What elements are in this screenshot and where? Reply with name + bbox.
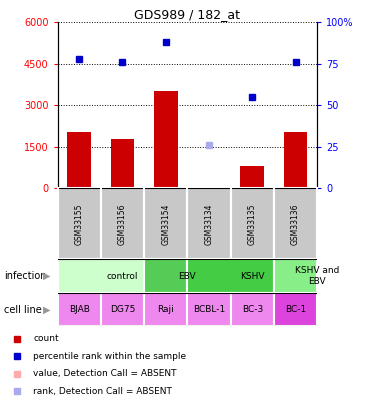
Text: ▶: ▶ — [43, 271, 50, 281]
Text: KSHV: KSHV — [240, 271, 265, 281]
Text: DG75: DG75 — [110, 305, 135, 314]
Text: cell line: cell line — [4, 305, 42, 315]
Bar — [187, 188, 231, 259]
Text: value, Detection Call = ABSENT: value, Detection Call = ABSENT — [33, 369, 177, 378]
Text: rank, Detection Call = ABSENT: rank, Detection Call = ABSENT — [33, 386, 172, 396]
Bar — [101, 293, 144, 326]
Bar — [197, 187, 221, 188]
Text: GSM33135: GSM33135 — [248, 203, 257, 245]
Text: GSM33134: GSM33134 — [204, 203, 213, 245]
Bar — [67, 132, 91, 188]
Bar — [154, 92, 178, 188]
Text: GSM33154: GSM33154 — [161, 203, 170, 245]
Bar — [144, 188, 187, 259]
Bar — [231, 188, 274, 259]
Bar — [274, 293, 317, 326]
Text: BJAB: BJAB — [69, 305, 89, 314]
Bar — [284, 132, 308, 188]
Text: KSHV and
EBV: KSHV and EBV — [295, 266, 339, 286]
Bar — [187, 259, 274, 293]
Text: BCBL-1: BCBL-1 — [193, 305, 225, 314]
Text: GSM33155: GSM33155 — [75, 203, 83, 245]
Bar — [274, 259, 317, 293]
Text: GSM33156: GSM33156 — [118, 203, 127, 245]
Text: ▶: ▶ — [43, 305, 50, 315]
Bar — [274, 188, 317, 259]
Bar — [144, 259, 187, 293]
Bar — [240, 166, 264, 188]
Text: Raji: Raji — [157, 305, 174, 314]
Bar — [58, 293, 101, 326]
Bar — [101, 188, 144, 259]
Bar — [231, 293, 274, 326]
Text: EBV: EBV — [178, 271, 196, 281]
Bar — [187, 293, 231, 326]
Text: BC-3: BC-3 — [242, 305, 263, 314]
Text: percentile rank within the sample: percentile rank within the sample — [33, 352, 187, 360]
Bar — [144, 293, 187, 326]
Text: infection: infection — [4, 271, 46, 281]
Bar — [58, 259, 144, 293]
Bar — [111, 139, 134, 188]
Bar — [58, 188, 101, 259]
Text: GSM33136: GSM33136 — [291, 203, 300, 245]
Text: BC-1: BC-1 — [285, 305, 306, 314]
Text: count: count — [33, 334, 59, 343]
Title: GDS989 / 182_at: GDS989 / 182_at — [134, 8, 240, 21]
Text: control: control — [107, 271, 138, 281]
